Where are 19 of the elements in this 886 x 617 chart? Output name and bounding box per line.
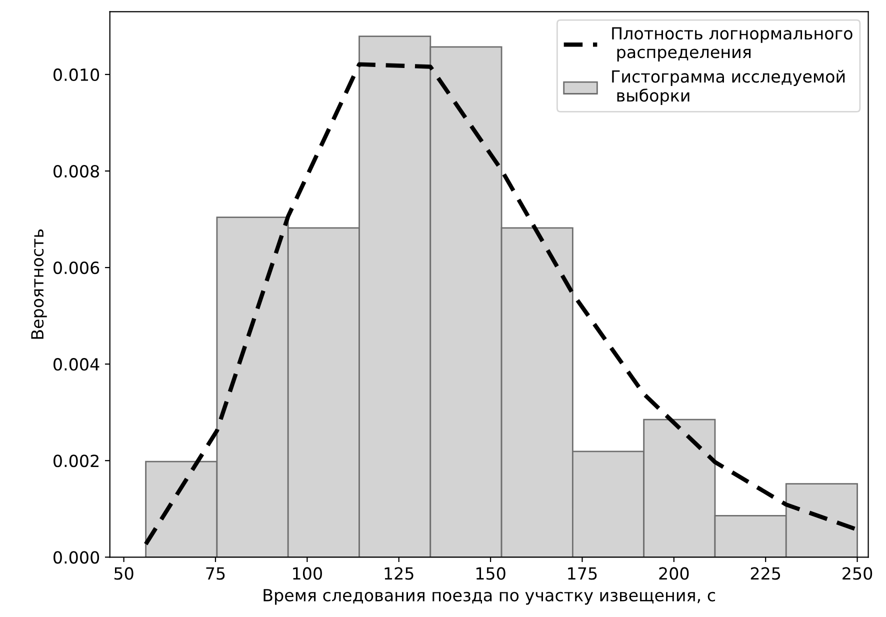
x-tick-label: 100	[293, 567, 322, 580]
x-tick-label: 150	[476, 567, 506, 580]
x-tick-label: 250	[842, 567, 872, 580]
x-tick-label: 125	[384, 567, 414, 580]
x-tick-label: 200	[659, 567, 689, 580]
y-tick-label: 0.008	[54, 164, 99, 178]
y-tick-label: 0.006	[54, 262, 100, 274]
x-tick-label: 75	[206, 567, 225, 580]
y-tick-label: 0.002	[54, 454, 98, 468]
x-tick-label: 50	[114, 567, 134, 580]
y-axis-title: Вероятность	[31, 229, 47, 339]
y-tick-label: 0.010	[54, 68, 100, 82]
x-tick-label: 225	[750, 567, 780, 580]
legend-label: Гистограмма исследуемой выборки	[612, 70, 845, 105]
x-tick-label: 175	[568, 567, 597, 580]
y-tick-label: 0.000	[54, 551, 100, 564]
y-tick-label: 0.004	[54, 358, 100, 371]
legend-label: Плотность логнормального распределения	[612, 27, 852, 62]
x-axis-title: Время следования поезда по участку извещения, с	[264, 589, 716, 605]
